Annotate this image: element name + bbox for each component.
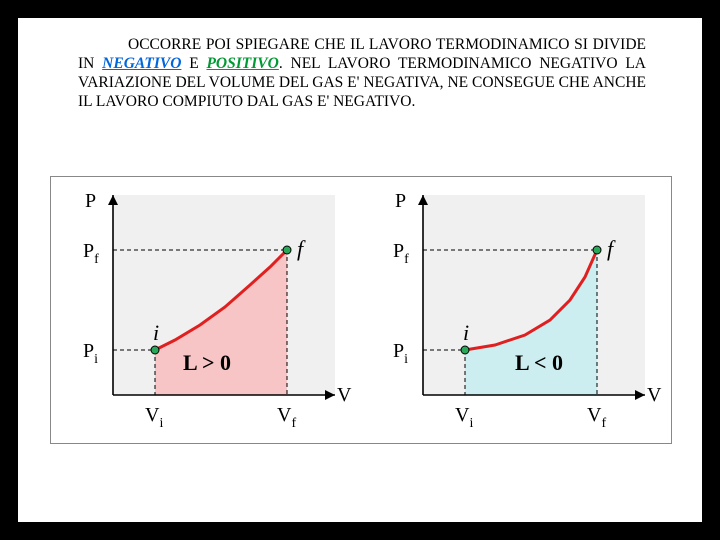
svg-text:Pi: Pi bbox=[83, 340, 98, 367]
svg-text:Pf: Pf bbox=[83, 240, 99, 267]
svg-text:L < 0: L < 0 bbox=[515, 350, 563, 375]
svg-text:P: P bbox=[395, 190, 406, 212]
svg-text:V: V bbox=[647, 384, 662, 406]
svg-text:Vf: Vf bbox=[277, 404, 296, 431]
svg-text:Pf: Pf bbox=[393, 240, 409, 267]
slide-page: OCCORRE POI SPIEGARE CHE IL LAVORO TERMO… bbox=[18, 18, 702, 522]
svg-text:Vi: Vi bbox=[455, 404, 473, 431]
word-positivo: POSITIVO bbox=[206, 55, 278, 72]
svg-text:P: P bbox=[85, 190, 96, 212]
svg-text:Vi: Vi bbox=[145, 404, 163, 431]
para-text-mid: E bbox=[181, 55, 206, 72]
charts-panel: PPfPiVViVfifL > 0 PPfPiVViVfifL < 0 bbox=[50, 176, 672, 444]
paragraph: OCCORRE POI SPIEGARE CHE IL LAVORO TERMO… bbox=[78, 36, 646, 112]
svg-text:i: i bbox=[153, 320, 159, 345]
svg-text:Pi: Pi bbox=[393, 340, 408, 367]
svg-text:i: i bbox=[463, 320, 469, 345]
chart-positive-work: PPfPiVViVfifL > 0 bbox=[55, 185, 355, 435]
svg-text:V: V bbox=[337, 384, 352, 406]
chart-negative-work: PPfPiVViVfifL < 0 bbox=[365, 185, 665, 435]
word-negativo: NEGATIVO bbox=[102, 55, 181, 72]
svg-text:Vf: Vf bbox=[587, 404, 606, 431]
svg-text:L > 0: L > 0 bbox=[183, 350, 231, 375]
